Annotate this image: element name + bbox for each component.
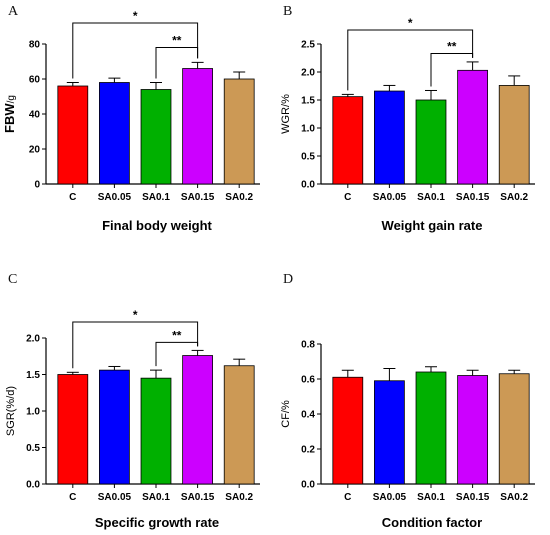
x-tick-label-c-0: C [69,492,76,503]
x-tick-label-a-2: SA0.1 [142,192,170,203]
y-axis-label-c: SGR(%/d) [5,386,17,436]
y-axis-label-main-b: WGR/% [280,94,292,134]
y-axis-label-d: CF/% [280,400,292,428]
panel-letter-c: C [8,272,18,287]
y-tick-label-c: 1.0 [26,407,40,418]
significance-bracket-b-0 [347,29,474,91]
x-tick-label-d-3: SA0.15 [456,492,490,503]
bar-c-3 [182,355,213,485]
significance-label-a-1: ** [172,34,182,48]
panel-d: D 0.0 0.2 0.4 0.6 0.8 CF/% C SA0.05 SA0.1 SA0.15 S… [275,268,550,535]
significance-bracket-c-1 [155,341,199,367]
significance-label-a-0: * [133,9,138,23]
chart-b: 0.0 0.5 1.0 1.5 2.0 2.5 WGR/% C SA0.05 SA0.1 SA0.1… [280,16,535,233]
y-tick-label-d: 0.2 [301,445,315,456]
bar-b-4 [498,85,530,185]
bar-b-0 [332,96,364,185]
y-tick-label-c: 0.0 [26,480,40,491]
y-tick-label-d: 0.4 [301,410,315,421]
y-axis-label-b: WGR/% [280,94,292,134]
bar-d-3 [457,375,488,485]
x-tick-label-d-2: SA0.1 [417,492,445,503]
x-tick-label-c-4: SA0.2 [225,492,253,503]
x-tick-label-b-3: SA0.15 [456,192,490,203]
significance-label-b-0: * [408,16,413,30]
y-tick-label-a: 0 [34,180,40,191]
bar-c-0 [57,374,89,485]
y-axis-label-main-c: SGR(%/d) [5,386,17,436]
y-tick-label-b: 1.0 [301,124,315,135]
x-tick-label-a-3: SA0.15 [181,192,215,203]
x-tick-label-b-2: SA0.1 [417,192,445,203]
bar-a-3 [182,68,213,185]
y-tick-label-c: 1.5 [26,370,40,381]
y-axis-label-main-a: FBW [2,103,17,133]
x-tick-label-b-0: C [344,192,351,203]
bar-c-4 [223,365,255,485]
panel-c: C 0.0 0.5 1.0 1.5 2.0 SGR(%/d) C SA0.05 SA0.1 SA0… [0,268,275,535]
x-tick-label-a-0: C [69,192,76,203]
panel-letter-d: D [283,272,294,287]
y-tick-label-d: 0.8 [301,340,315,351]
panel-letter-b: B [283,4,293,19]
x-tick-label-d-1: SA0.05 [373,492,407,503]
significance-bracket-a-1 [155,47,199,79]
bar-d-1 [374,380,405,485]
chart-c: 0.0 0.5 1.0 1.5 2.0 SGR(%/d) C SA0.05 SA0.1 SA0.1… [5,308,260,530]
panel-a: A 0 20 40 60 80 FBW/g C SA0.05 SA0.1 SA0.15 SA0.2 *… [0,0,275,267]
bar-d-0 [332,376,364,485]
y-axis-label-main-d: CF/% [280,400,292,428]
significance-label-c-0: * [133,308,138,322]
chart-d: 0.0 0.2 0.4 0.6 0.8 CF/% C SA0.05 SA0.1 SA0.15 SA0… [280,340,535,530]
panel-letter-a: A [8,4,19,19]
significance-label-b-1: ** [447,40,457,54]
x-tick-label-c-2: SA0.1 [142,492,170,503]
bar-d-2 [415,371,447,485]
bar-b-2 [415,99,447,185]
y-tick-label-d: 0.6 [301,375,315,386]
bar-b-3 [457,69,488,185]
y-tick-label-a: 80 [29,40,41,51]
y-tick-label-c: 2.0 [26,334,40,345]
bar-a-0 [57,85,89,185]
significance-bracket-c-0 [72,321,199,369]
y-axis-label-a: FBW/g [2,95,17,133]
significance-label-c-1: ** [172,328,182,342]
y-axis-label-unit-a: /g [6,95,17,103]
y-tick-label-b: 0.5 [301,152,315,163]
chart-title-b: Weight gain rate [382,218,483,233]
bar-a-1 [99,82,130,185]
bar-c-1 [99,369,130,485]
significance-bracket-b-1 [430,53,474,87]
y-tick-label-d: 0.0 [301,480,315,491]
bar-a-2 [140,89,172,185]
panel-b: B 0.0 0.5 1.0 1.5 2.0 2.5 WGR/% C SA0.05 SA0.1 SA0… [275,0,550,267]
chart-title-d: Condition factor [382,515,482,530]
bar-d-4 [498,373,530,485]
x-tick-label-c-3: SA0.15 [181,492,215,503]
bar-c-2 [140,377,172,485]
x-tick-label-b-4: SA0.2 [500,192,528,203]
y-tick-label-c: 0.5 [26,443,40,454]
y-tick-label-b: 2.5 [301,40,315,51]
significance-bracket-a-0 [72,22,199,79]
x-tick-label-b-1: SA0.05 [373,192,407,203]
y-tick-label-b: 1.5 [301,96,315,107]
chart-title-c: Specific growth rate [95,515,219,530]
y-tick-label-a: 40 [29,110,41,121]
x-tick-label-a-4: SA0.2 [225,192,253,203]
y-tick-label-a: 20 [29,145,41,156]
x-tick-label-c-1: SA0.05 [98,492,132,503]
bar-a-4 [223,78,255,185]
chart-title-a: Final body weight [102,218,212,233]
bar-b-1 [374,90,405,185]
x-tick-label-d-4: SA0.2 [500,492,528,503]
y-tick-label-b: 2.0 [301,68,315,79]
x-tick-label-a-1: SA0.05 [98,192,132,203]
y-tick-label-a: 60 [29,75,41,86]
x-tick-label-d-0: C [344,492,351,503]
y-tick-label-b: 0.0 [301,180,315,191]
